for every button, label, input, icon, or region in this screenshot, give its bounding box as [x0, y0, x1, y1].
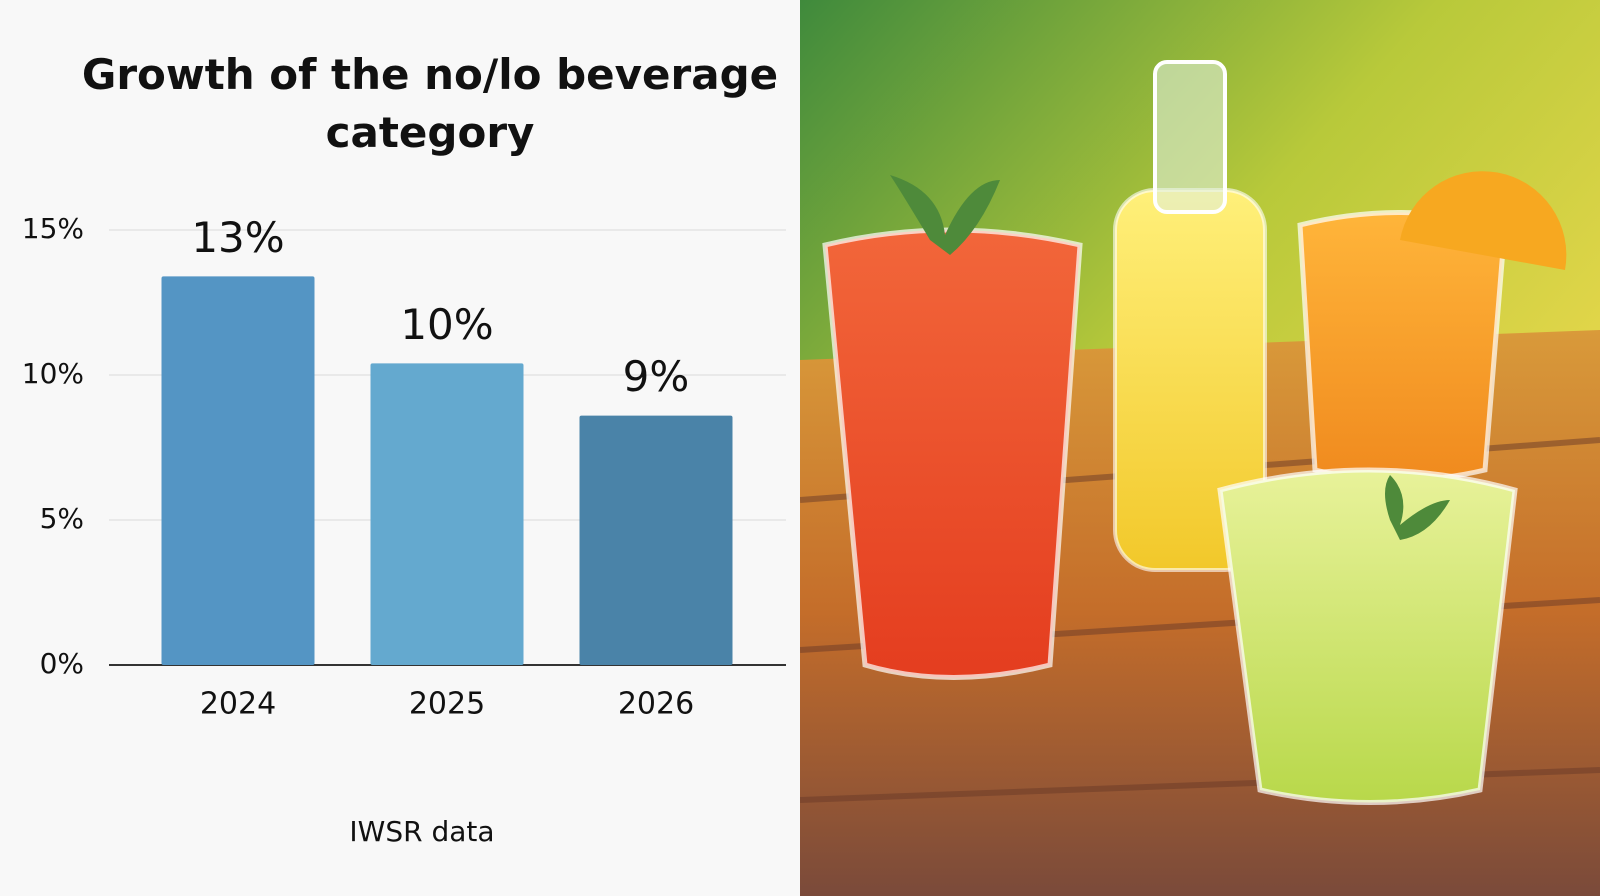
y-tick-label: 5%: [40, 502, 84, 535]
value-label: 13%: [191, 213, 284, 262]
y-tick-label: 15%: [22, 212, 84, 245]
chart: IWSR data 0% 5% 10% 15% 13% 2024 10% 2025 9% 2026: [21, 212, 786, 848]
x-tick-label: 2024: [200, 687, 276, 722]
x-tick-label: 2026: [618, 687, 694, 722]
bar: [370, 363, 524, 665]
value-label: 10%: [400, 300, 493, 349]
y-tick-label: 0%: [40, 647, 84, 680]
y-tick-label: 10%: [22, 357, 84, 390]
bar: [161, 276, 315, 665]
x-tick-label: 2025: [409, 687, 485, 722]
bar: [579, 415, 733, 665]
painting: [800, 0, 1600, 896]
source: IWSR data: [349, 815, 494, 848]
chart-title: Growth of the no/lo beverage category: [81, 50, 779, 157]
value-label: 9%: [623, 352, 690, 401]
